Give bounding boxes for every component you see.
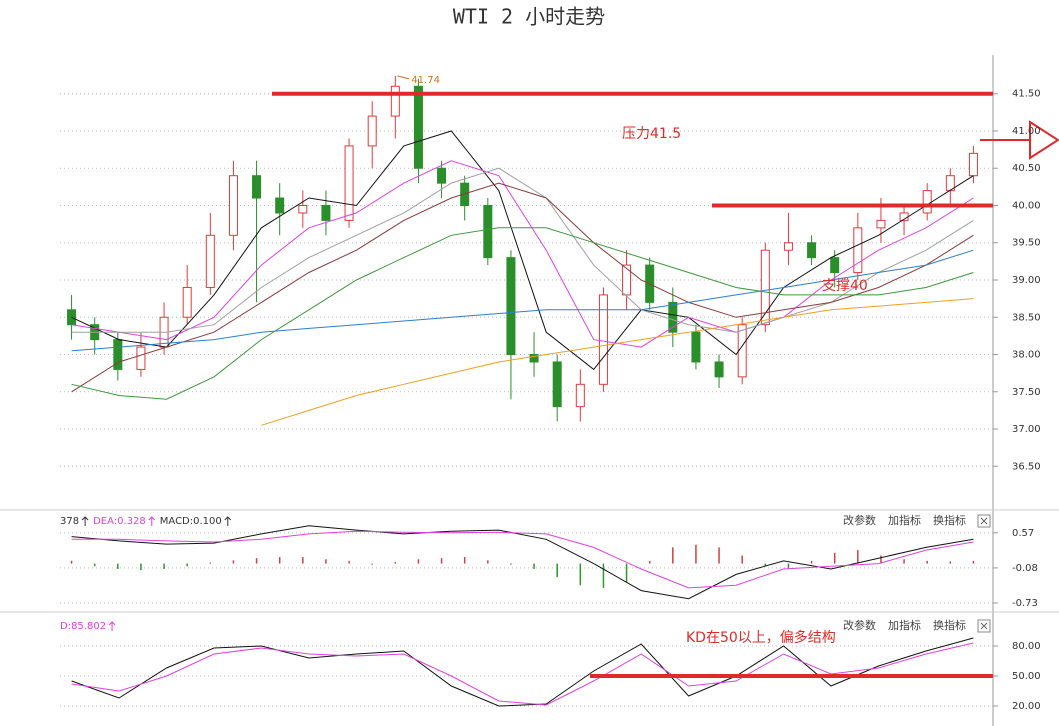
arrow-icon [81, 516, 89, 526]
y-tick-label: -0.73 [1012, 598, 1038, 609]
y-tick-label: 38.50 [1012, 312, 1041, 323]
candle-body [275, 197, 285, 214]
candle-body [67, 309, 77, 326]
line-series [71, 130, 974, 371]
candle-body [968, 152, 978, 177]
candle-body [506, 257, 516, 356]
annotation: KD在50以上，偏多结构 [686, 629, 836, 646]
line-series [71, 530, 974, 589]
candle-body [853, 227, 863, 274]
candle-body [575, 383, 585, 408]
candle-body [437, 167, 447, 184]
panel-button[interactable]: 加指标 [888, 618, 921, 632]
candle-body [182, 286, 192, 318]
arrow-icon [980, 120, 1059, 160]
y-tick-label: 80.00 [1012, 641, 1041, 652]
y-tick-label: 41.00 [1012, 126, 1041, 137]
peak-label: 41.74 [411, 75, 440, 86]
candle-body [321, 204, 331, 221]
chart-title: WTI 2 小时走势 [453, 5, 605, 29]
y-tick-label: 39.50 [1012, 238, 1041, 249]
y-tick-label: 40.00 [1012, 200, 1041, 211]
y-tick-label: 36.50 [1012, 461, 1041, 472]
line-series [71, 227, 974, 400]
candle-body [413, 85, 423, 169]
annotation: 支撑40 [822, 278, 868, 294]
indicator-label: MACD:0.100 [160, 516, 222, 527]
y-tick-label: 38.00 [1012, 350, 1041, 361]
y-tick-label: -0.08 [1012, 563, 1038, 574]
panel-button[interactable]: 改参数 [843, 513, 876, 527]
line-series [71, 160, 974, 348]
candle-body [830, 257, 840, 274]
candle-body [344, 145, 354, 221]
arrow-icon [108, 621, 116, 631]
candle-body [113, 339, 123, 370]
line-series [71, 249, 974, 352]
line-series [71, 167, 974, 333]
candle-body [529, 354, 539, 363]
y-tick-label: 37.50 [1012, 387, 1041, 398]
candle-body [598, 294, 608, 385]
close-icon [980, 622, 988, 630]
panel-button[interactable]: 加指标 [888, 513, 921, 527]
candle-body [622, 264, 632, 296]
close-icon [980, 517, 988, 525]
peak-pointer [397, 75, 410, 80]
y-tick-label: 0.57 [1012, 528, 1034, 539]
line-series [71, 182, 974, 393]
indicator-label: DEA:0.328 [93, 516, 146, 527]
candle-body [807, 242, 817, 259]
candle-body [298, 204, 308, 214]
line-series [261, 298, 974, 426]
line-series [71, 637, 974, 707]
y-tick-label: 40.50 [1012, 163, 1041, 174]
annotation: 压力41.5 [622, 126, 681, 142]
y-tick-label: 20.00 [1012, 701, 1041, 712]
panel-button[interactable]: 换指标 [933, 618, 966, 632]
y-tick-label: 39.00 [1012, 275, 1041, 286]
candle-body [714, 361, 724, 378]
candle-body [367, 115, 377, 147]
arrow-icon [224, 516, 232, 526]
arrow-icon [148, 516, 156, 526]
line-series [71, 642, 974, 706]
candle-body [252, 175, 262, 199]
panel-button[interactable]: 改参数 [843, 618, 876, 632]
indicator-label: D:85.802 [60, 621, 106, 632]
candle-body [483, 204, 493, 259]
candle-body [876, 219, 886, 229]
y-tick-label: 50.00 [1012, 671, 1041, 682]
indicator-label: 378 [60, 516, 79, 527]
candle-body [205, 234, 215, 288]
candle-body [390, 85, 400, 117]
y-tick-label: 37.00 [1012, 424, 1041, 435]
y-tick-label: 41.50 [1012, 89, 1041, 100]
line-series [71, 525, 974, 600]
candle-body [228, 175, 238, 236]
candle-body [922, 190, 932, 214]
candle-body [691, 331, 701, 363]
candle-body [737, 324, 747, 378]
candle-body [783, 242, 793, 251]
candle-body [668, 301, 678, 333]
panel-button[interactable]: 换指标 [933, 513, 966, 527]
candle-body [760, 249, 770, 326]
candle-body [136, 346, 146, 370]
candle-body [552, 361, 562, 408]
